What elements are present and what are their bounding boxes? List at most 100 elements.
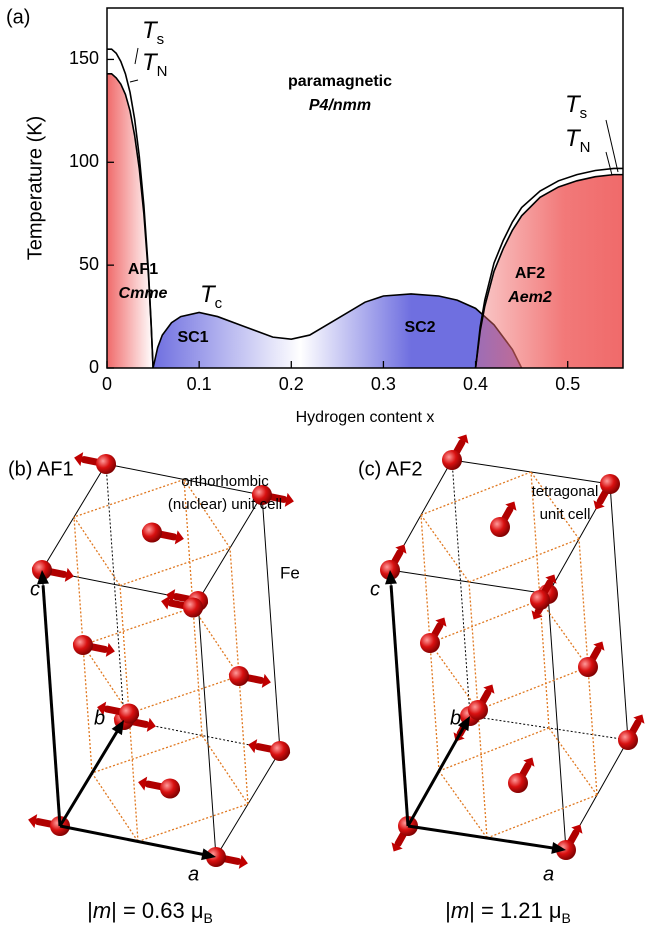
subscript: s xyxy=(580,105,588,122)
vector-head xyxy=(551,841,566,854)
moment-part: | = 1.21 μ xyxy=(469,898,561,923)
subscript: N xyxy=(157,63,168,80)
panel-label: (b) AF1 xyxy=(8,458,74,480)
lattice-vector xyxy=(58,725,122,827)
arrow-head xyxy=(28,814,38,829)
cell-edge xyxy=(91,734,203,774)
cell-edge xyxy=(73,478,185,518)
temperature-label: Tc xyxy=(200,281,223,312)
cell-edge xyxy=(420,514,470,583)
arrow-head xyxy=(571,824,583,834)
symbol: T xyxy=(142,17,159,44)
cell-edge xyxy=(609,483,629,741)
cell-note: unit cell xyxy=(540,506,591,523)
cell-edge xyxy=(91,772,139,842)
symbol: T xyxy=(565,125,582,152)
cell-edge xyxy=(261,494,281,752)
subscript: c xyxy=(215,295,223,312)
lattice-vector xyxy=(389,585,410,827)
fe-atom xyxy=(229,666,249,686)
lattice-vector xyxy=(406,721,468,827)
arrow-head xyxy=(97,701,107,716)
axis-letter: b xyxy=(450,707,461,729)
phase-region xyxy=(153,293,522,368)
panel-label: (a) xyxy=(6,6,30,28)
subscript: N xyxy=(580,139,591,156)
y-tick-label: 0 xyxy=(89,357,99,377)
arrow-head xyxy=(395,544,407,554)
cell-edge xyxy=(469,715,629,741)
arrow-head xyxy=(457,434,469,444)
axis-letter: a xyxy=(188,863,199,885)
fe-atom xyxy=(73,635,93,655)
fe-atom xyxy=(160,778,180,799)
cell-edge xyxy=(468,538,580,583)
cell-edge xyxy=(201,735,249,805)
subscript: s xyxy=(157,31,165,48)
cell-edge xyxy=(530,471,580,540)
cell-edge xyxy=(429,642,479,711)
cell-edge xyxy=(119,547,231,587)
x-tick-label: 0.2 xyxy=(279,374,304,394)
lattice-vector xyxy=(41,585,62,827)
region-label: Cmme xyxy=(119,285,168,302)
arrow-head xyxy=(633,714,645,724)
fe-atom xyxy=(252,485,272,505)
atom-label: Fe xyxy=(280,563,300,582)
region-label: P4/nmm xyxy=(309,97,371,114)
arrow-head xyxy=(138,776,148,791)
phase-boundary xyxy=(107,48,154,369)
cell-note: (nuclear) unit cell xyxy=(168,496,282,513)
cell-edge xyxy=(438,770,488,839)
arrow-head xyxy=(261,673,271,688)
region-label: Aem2 xyxy=(507,289,552,306)
phase-boundary xyxy=(474,173,623,369)
symbol: T xyxy=(565,91,582,118)
fe-atom xyxy=(142,522,162,543)
fe-atom xyxy=(600,474,620,494)
vector-head xyxy=(111,720,124,736)
x-tick-label: 0 xyxy=(102,374,112,394)
x-axis-label: Hydrogen content x xyxy=(296,409,435,426)
cell-edge xyxy=(82,644,130,714)
arrow-head xyxy=(593,500,605,510)
vector-head xyxy=(384,570,397,585)
x-tick-label: 0.5 xyxy=(555,374,580,394)
region-label: paramagnetic xyxy=(288,73,392,90)
fe-atom xyxy=(183,597,203,618)
arrow-head xyxy=(545,574,557,584)
fe-atom xyxy=(578,657,598,677)
panel-label: (c) AF2 xyxy=(358,458,422,480)
y-axis-label: Temperature (K) xyxy=(24,116,46,261)
temperature-label: Ts xyxy=(142,17,164,48)
moment-value: |m| = 0.63 μB xyxy=(87,898,213,926)
cell-edge xyxy=(547,593,567,851)
axis-letter: a xyxy=(543,863,554,885)
region-label: SC1 xyxy=(177,329,208,346)
arrow-head xyxy=(238,854,248,869)
moment-value: |m| = 1.21 μB xyxy=(445,898,571,926)
vector-head xyxy=(457,716,470,732)
arrow-head xyxy=(391,842,403,852)
moment-part: m xyxy=(93,898,111,923)
cell-edge xyxy=(192,607,240,677)
y-tick-label: 50 xyxy=(79,254,99,274)
plot-frame xyxy=(106,7,624,369)
moment-part: | = 0.63 μ xyxy=(111,898,203,923)
phase-region xyxy=(107,73,154,368)
arrow-head xyxy=(248,739,258,754)
arrow-head xyxy=(531,610,543,620)
fe-atom xyxy=(420,633,440,653)
leader-line xyxy=(605,119,619,173)
fe-atom xyxy=(468,700,488,720)
x-tick-label: 0.3 xyxy=(371,374,396,394)
arrow-head xyxy=(523,757,535,767)
arrow-head xyxy=(505,501,517,511)
x-tick-label: 0.4 xyxy=(463,374,488,394)
fe-atom xyxy=(530,590,550,610)
arrow-head xyxy=(284,492,294,507)
symbol: T xyxy=(200,281,217,308)
y-tick-label: 150 xyxy=(69,48,99,68)
symbol: T xyxy=(142,49,159,76)
arrow-head xyxy=(146,717,156,732)
